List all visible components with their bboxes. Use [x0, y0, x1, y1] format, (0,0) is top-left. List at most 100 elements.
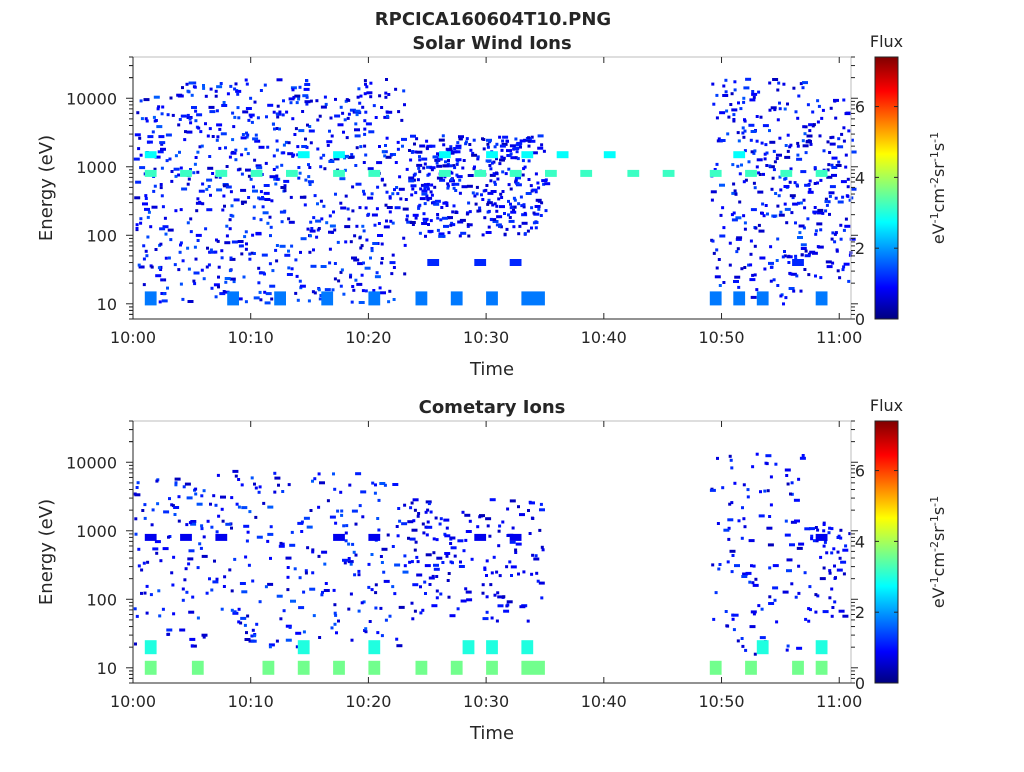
- data-pixel: [501, 142, 508, 146]
- data-pixel: [421, 608, 425, 612]
- data-pixel: [347, 98, 351, 102]
- data-pixel: [282, 151, 286, 155]
- data-pixel: [138, 265, 145, 269]
- data-pixel: [476, 155, 480, 159]
- data-pixel: [269, 175, 276, 179]
- data-pixel: [265, 115, 268, 119]
- data-pixel: [346, 207, 350, 211]
- data-pixel: [755, 288, 759, 292]
- data-pixel: [341, 111, 345, 115]
- data-pixel: [405, 218, 409, 222]
- data-pixel: [540, 545, 544, 549]
- data-pixel: [383, 154, 387, 158]
- data-pixel: [194, 119, 198, 123]
- data-pixel: [525, 192, 532, 195]
- data-pixel: [196, 170, 200, 174]
- data-pixel: [786, 569, 792, 573]
- data-pixel: [751, 92, 758, 96]
- data-pixel: [382, 150, 386, 154]
- data-pixel: [418, 158, 422, 162]
- data-pixel: [768, 81, 772, 85]
- data-pixel: [167, 632, 171, 636]
- data-pixel: [264, 161, 268, 165]
- data-pixel: [386, 110, 393, 114]
- data-pixel: [772, 149, 776, 153]
- data-pixel: [264, 585, 268, 589]
- data-pixel: [413, 508, 417, 512]
- data-pixel: [438, 138, 445, 142]
- data-pixel: [731, 163, 735, 167]
- data-pixel: [315, 99, 319, 103]
- data-pixel: [214, 503, 218, 507]
- data-pixel: [163, 510, 170, 514]
- data-pixel: [253, 158, 257, 162]
- data-pixel: [253, 634, 257, 638]
- data-pixel: [810, 534, 814, 538]
- data-pixel: [529, 184, 533, 188]
- data-pixel: [381, 547, 388, 551]
- data-pixel: [757, 223, 761, 227]
- data-pixel: [465, 212, 469, 216]
- data-pixel: [200, 268, 204, 272]
- data-pixel: [251, 628, 255, 632]
- data-pixel: [715, 266, 719, 270]
- data-pixel: [372, 289, 376, 292]
- data-pixel: [490, 190, 497, 193]
- data-pixel: [456, 141, 460, 145]
- data-pixel: [156, 502, 160, 506]
- data-pixel: [216, 85, 223, 89]
- data-pixel: [508, 216, 512, 219]
- data-pixel: [230, 204, 234, 208]
- data-pixel: [462, 549, 466, 553]
- data-pixel: [519, 513, 525, 517]
- data-pixel: [540, 201, 544, 205]
- data-pixel: [531, 188, 538, 192]
- data-pixel: [504, 172, 508, 176]
- data-pixel: [347, 557, 351, 560]
- data-pixel: [441, 134, 445, 138]
- data-pixel: [158, 135, 165, 139]
- data-pixel: [164, 256, 168, 260]
- data-pixel: [750, 150, 754, 154]
- data-pixel: [295, 631, 302, 635]
- data-pixel: [753, 244, 757, 248]
- data-pixel: [192, 279, 196, 283]
- data-pixel: [783, 185, 790, 188]
- data-pixel: [757, 190, 764, 194]
- x-axis-label: Time: [469, 723, 514, 744]
- data-pixel: [374, 583, 378, 587]
- data-pixel: [412, 213, 419, 217]
- data-pixel: [804, 183, 811, 187]
- data-pixel: [425, 500, 432, 504]
- data-pixel: [788, 287, 795, 290]
- data-pixel: [273, 490, 277, 494]
- data-pixel: [743, 129, 747, 133]
- data-pixel: [444, 552, 451, 555]
- data-pixel: [198, 542, 202, 546]
- data-pixel: [245, 242, 248, 246]
- data-pixel: [786, 149, 790, 153]
- data-pixel: [822, 149, 826, 153]
- data-pixel: [534, 172, 538, 176]
- data-pixel: [204, 227, 208, 231]
- data-pixel: [247, 196, 251, 199]
- data-pixel: [419, 611, 423, 615]
- data-pixel: [431, 604, 438, 608]
- data-pixel: [436, 164, 443, 168]
- data-pixel: [743, 118, 746, 122]
- data-pixel: [537, 146, 544, 150]
- data-pixel: [817, 211, 823, 215]
- data-pixel: [512, 196, 516, 200]
- data-pixel: [308, 183, 312, 186]
- data-pixel: [374, 591, 378, 595]
- data-pixel: [258, 145, 265, 149]
- data-pixel: [808, 188, 812, 191]
- data-pixel: [499, 225, 503, 229]
- data-pixel: [394, 563, 401, 567]
- data-pixel: [476, 525, 480, 529]
- data-pixel: [344, 539, 348, 543]
- data-pixel: [419, 144, 426, 148]
- data-pixel: [351, 256, 357, 260]
- data-pixel: [822, 529, 826, 533]
- data-pixel: [374, 116, 378, 119]
